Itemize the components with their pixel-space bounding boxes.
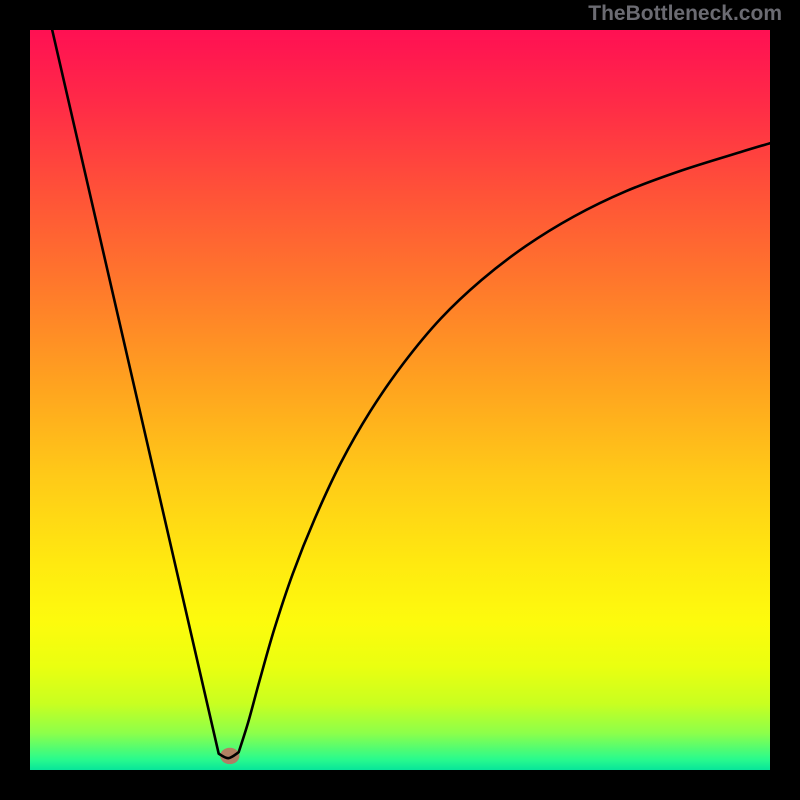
outer-frame: TheBottleneck.com [0, 0, 800, 800]
watermark-text: TheBottleneck.com [588, 2, 782, 26]
plot-area [30, 30, 770, 770]
gradient-curve-chart [30, 30, 770, 770]
chart-background [30, 30, 770, 770]
